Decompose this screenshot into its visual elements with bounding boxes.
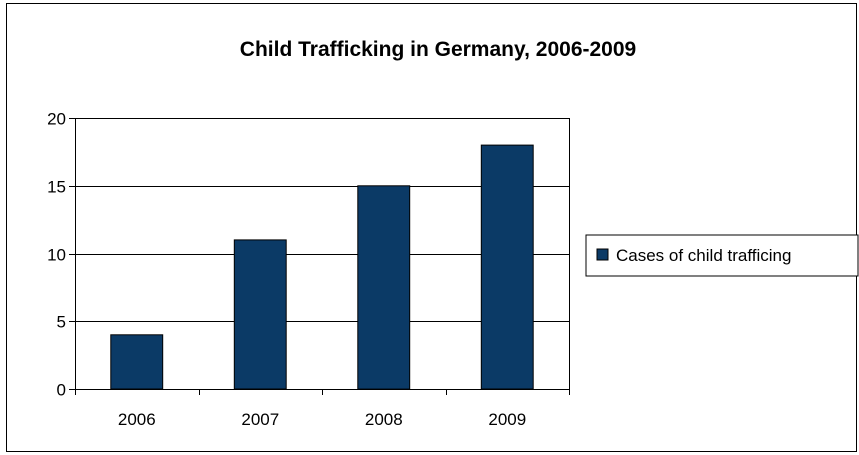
legend-label: Cases of child trafficing (616, 246, 791, 265)
bar-2009 (480, 144, 534, 390)
x-tick-label: 2008 (365, 410, 403, 429)
bar-2006 (110, 334, 164, 390)
x-tick-label: 2009 (488, 410, 526, 429)
y-tick-label: 5 (57, 313, 66, 332)
legend-box (585, 234, 859, 277)
y-tick-label: 0 (57, 381, 66, 400)
x-tick-label: 2007 (241, 410, 279, 429)
x-tick-label: 2006 (118, 410, 156, 429)
y-tick-label: 20 (47, 110, 66, 129)
bar-2007 (233, 239, 287, 390)
y-tick-label: 10 (47, 246, 66, 265)
legend-swatch (596, 248, 609, 261)
legend: Cases of child trafficing (585, 234, 859, 277)
y-tick-label: 15 (47, 178, 66, 197)
x-axis-ticks: 2006 2007 2008 2009 (75, 389, 570, 429)
chart-title: Child Trafficking in Germany, 2006-2009 (240, 38, 636, 61)
bars (110, 144, 534, 390)
bar-2008 (357, 185, 411, 390)
y-axis-ticks: 0 5 10 15 20 (47, 110, 75, 400)
